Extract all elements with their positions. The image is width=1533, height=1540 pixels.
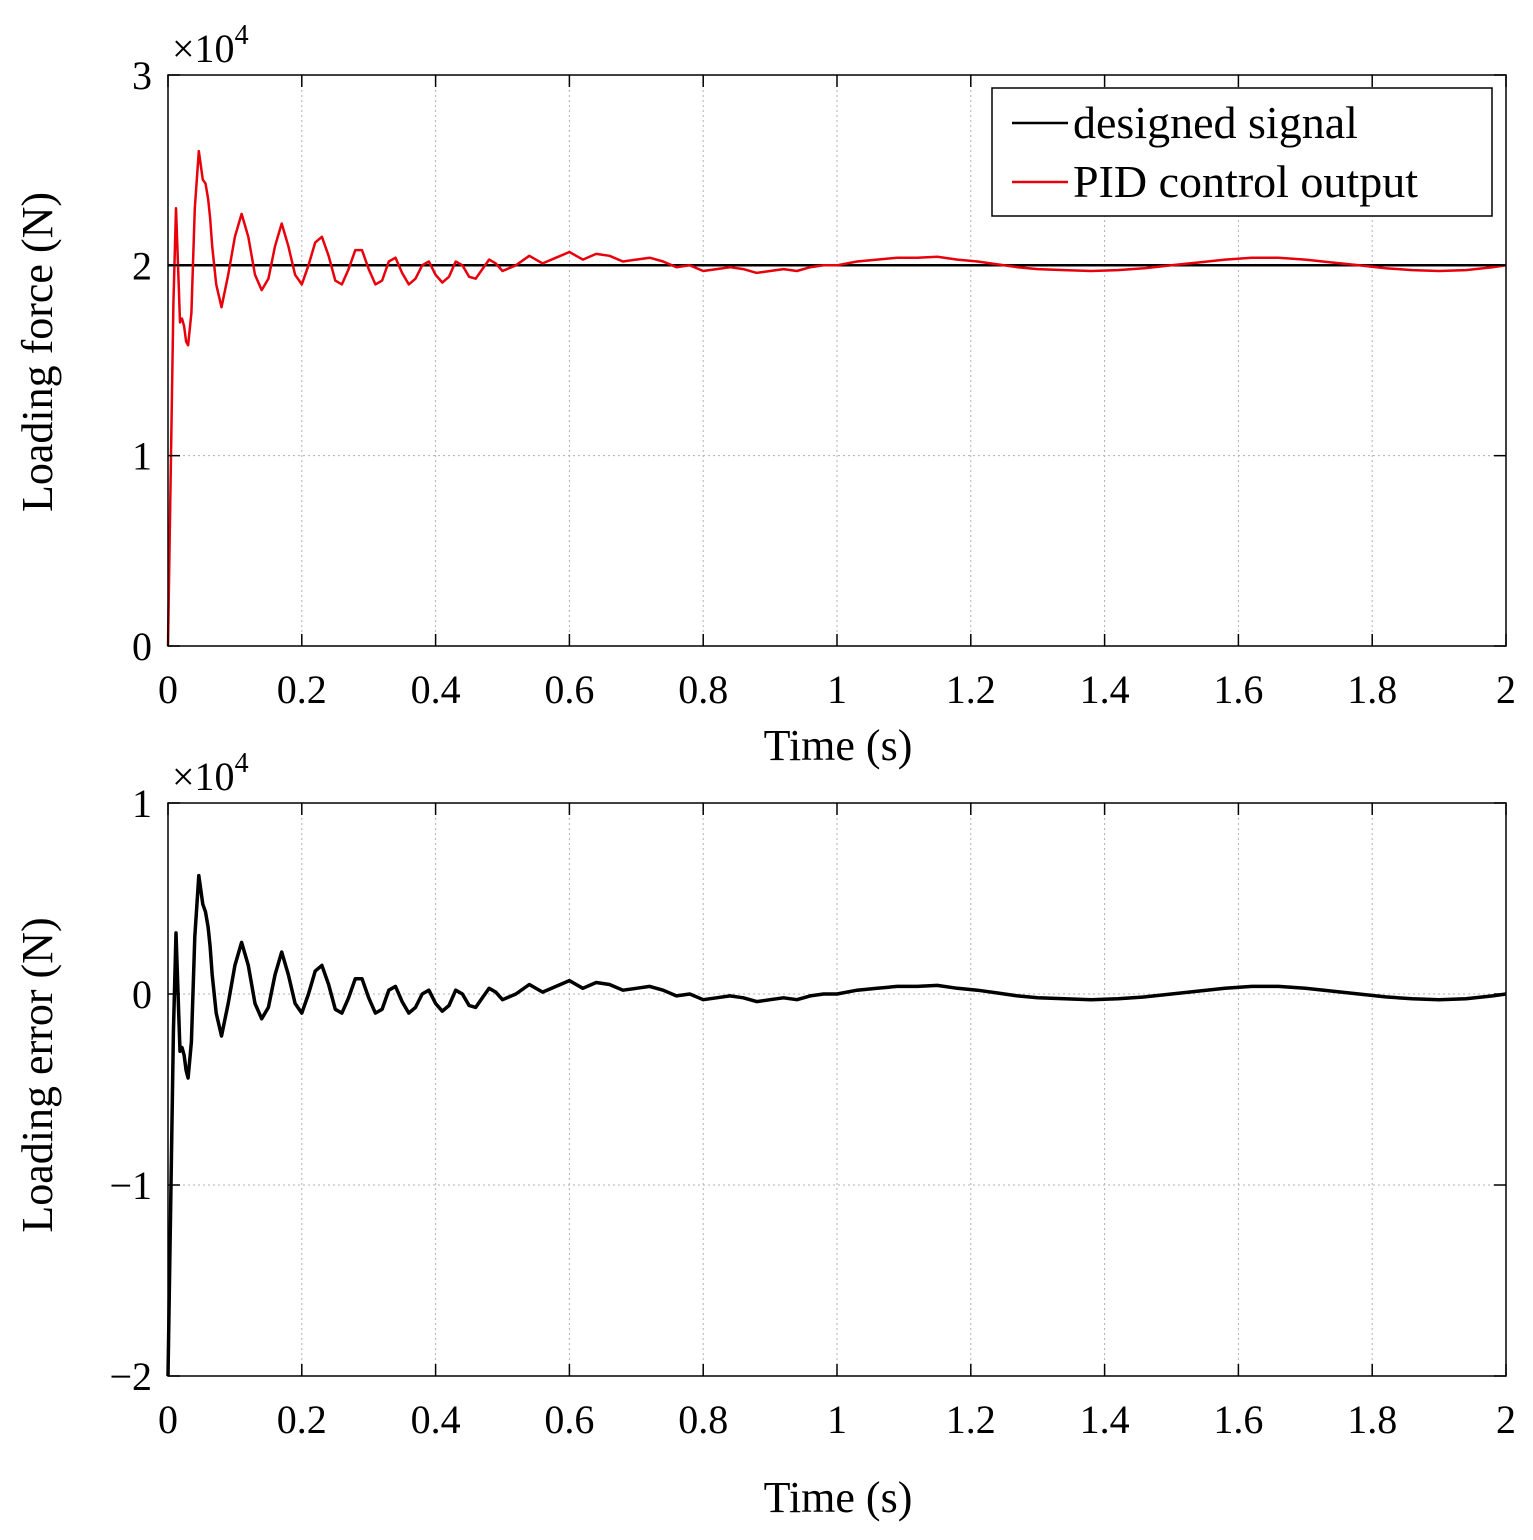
x-tick-label: 1.6 xyxy=(1213,1397,1263,1442)
y-tick-label: 1 xyxy=(132,781,152,826)
x-tick-label: 0.4 xyxy=(411,1397,461,1442)
x-tick-label: 0.8 xyxy=(678,667,728,712)
y-multiplier: ×104 xyxy=(172,20,249,71)
x-tick-label: 2 xyxy=(1496,1397,1516,1442)
y-tick-label: 3 xyxy=(132,53,152,98)
x-tick-label: 1 xyxy=(827,667,847,712)
grid xyxy=(168,803,1506,1376)
y-ticks: −2 −1 0 1 xyxy=(109,781,1506,1399)
series-lines xyxy=(166,873,1507,1377)
x-axis-label: Time (s) xyxy=(764,721,913,770)
y-tick-label: −1 xyxy=(109,1163,152,1208)
legend-label-designed-signal: designed signal xyxy=(1073,97,1358,148)
series-line-pid-control-output xyxy=(166,149,1507,647)
x-tick-label: 1.8 xyxy=(1347,1397,1397,1442)
x-tick-label: 1.2 xyxy=(946,667,996,712)
x-tick-label: 1 xyxy=(827,1397,847,1442)
series-lines xyxy=(166,149,1507,647)
y-ticks: 0 1 2 3 xyxy=(132,53,1506,669)
y-tick-label: 1 xyxy=(132,434,152,479)
x-tick-label: 0.6 xyxy=(544,1397,594,1442)
y-multiplier: ×104 xyxy=(172,748,249,799)
x-tick-label: 0 xyxy=(158,1397,178,1442)
loading-error-chart: 0 0.2 0.4 0.6 0.8 1 1.2 1.4 1.6 1.8 2 −2−101 ×104 … xyxy=(13,748,1516,1522)
x-ticks: 0 0.2 0.4 0.6 0.8 1 1.2 1.4 1.6 1.8 2 xyxy=(158,803,1516,1442)
x-tick-label: 0.4 xyxy=(411,667,461,712)
x-axis-label: Time (s) xyxy=(764,1473,913,1522)
x-ticks: 0 0.2 0.4 0.6 0.8 1 1.2 1.4 1.6 1.8 2 xyxy=(158,75,1516,712)
x-tick-label: 0.2 xyxy=(277,1397,327,1442)
x-tick-label: 1.2 xyxy=(946,1397,996,1442)
x-tick-label: 1.4 xyxy=(1080,1397,1130,1442)
loading-force-chart: 0 0.2 0.4 0.6 0.8 1 1.2 1.4 1.6 1.8 2 0 1 2 3 ×104 Ti… xyxy=(13,20,1516,770)
x-tick-label: 2 xyxy=(1496,667,1516,712)
legend-label-pid-output: PID control output xyxy=(1073,156,1418,207)
y-tick-label: 2 xyxy=(132,243,152,288)
series-line-loading-error xyxy=(166,873,1507,1377)
x-tick-label: 0 xyxy=(158,667,178,712)
y-tick-label: 0 xyxy=(132,624,152,669)
y-axis-label: Loading force (N) xyxy=(13,192,62,512)
x-tick-label: 1.8 xyxy=(1347,667,1397,712)
legend: designed signal PID control output xyxy=(991,87,1493,217)
legend-box xyxy=(991,87,1493,217)
x-tick-label: 0.6 xyxy=(544,667,594,712)
x-tick-label: 1.4 xyxy=(1080,667,1130,712)
y-axis-label: Loading error (N) xyxy=(13,917,62,1232)
x-tick-label: 0.8 xyxy=(678,1397,728,1442)
y-tick-label: 0 xyxy=(132,972,152,1017)
y-tick-label: −2 xyxy=(109,1354,152,1399)
x-tick-label: 1.6 xyxy=(1213,667,1263,712)
x-tick-label: 0.2 xyxy=(277,667,327,712)
